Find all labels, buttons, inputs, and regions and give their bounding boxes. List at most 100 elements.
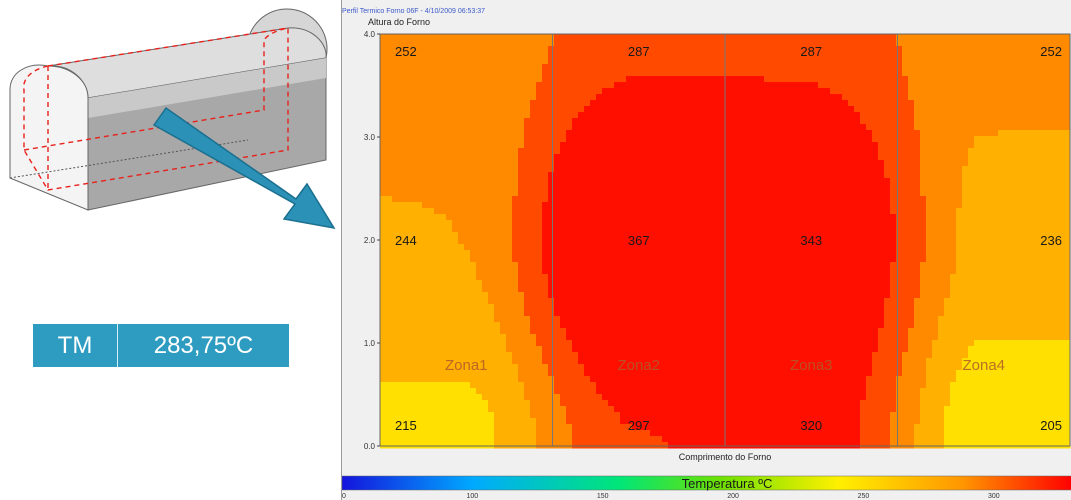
heatmap-cell bbox=[482, 328, 489, 335]
heatmap-cell bbox=[554, 154, 561, 161]
heatmap-cell bbox=[656, 40, 663, 47]
heatmap-cell bbox=[542, 118, 549, 125]
heatmap-cell bbox=[788, 388, 795, 395]
heatmap-cell bbox=[398, 142, 405, 149]
heatmap-cell bbox=[794, 34, 801, 41]
heatmap-cell bbox=[794, 196, 801, 203]
heatmap-cell bbox=[686, 148, 693, 155]
heatmap-cell bbox=[662, 286, 669, 293]
heatmap-cell bbox=[404, 232, 411, 239]
heatmap-cell bbox=[440, 58, 447, 65]
heatmap-cell bbox=[800, 46, 807, 53]
heatmap-cell bbox=[794, 76, 801, 83]
heatmap-cell bbox=[650, 208, 657, 215]
heatmap-cell bbox=[494, 70, 501, 77]
heatmap-cell bbox=[650, 202, 657, 209]
heatmap-cell bbox=[518, 40, 525, 47]
heatmap-cell bbox=[392, 376, 399, 383]
heatmap-cell bbox=[578, 286, 585, 293]
heatmap-cell bbox=[512, 418, 519, 425]
heatmap-cell bbox=[548, 292, 555, 299]
heatmap-cell bbox=[452, 190, 459, 197]
heatmap-cell bbox=[746, 208, 753, 215]
heatmap-cell bbox=[506, 34, 513, 41]
heatmap-cell bbox=[686, 208, 693, 215]
heatmap-cell bbox=[446, 244, 453, 251]
heatmap-cell bbox=[440, 436, 447, 443]
heatmap-cell bbox=[434, 352, 441, 359]
heatmap-cell bbox=[524, 94, 531, 101]
heatmap-cell bbox=[782, 178, 789, 185]
heatmap-cell bbox=[668, 208, 675, 215]
heatmap-cell bbox=[740, 208, 747, 215]
heatmap-cell bbox=[590, 148, 597, 155]
heatmap-cell bbox=[758, 118, 765, 125]
heatmap-cell bbox=[578, 334, 585, 341]
heatmap-cell bbox=[758, 76, 765, 83]
heatmap-cell bbox=[446, 148, 453, 155]
heatmap-cell bbox=[644, 82, 651, 89]
heatmap-cell bbox=[698, 226, 705, 233]
heatmap-cell bbox=[536, 268, 543, 275]
heatmap-cell bbox=[596, 244, 603, 251]
heatmap-cell bbox=[560, 130, 567, 137]
heatmap-cell bbox=[668, 196, 675, 203]
heatmap-cell bbox=[536, 274, 543, 281]
heatmap-cell bbox=[764, 172, 771, 179]
heatmap-cell bbox=[680, 364, 687, 371]
heatmap-cell bbox=[734, 328, 741, 335]
heatmap-cell bbox=[764, 190, 771, 197]
heatmap-cell bbox=[542, 262, 549, 269]
heatmap-cell bbox=[662, 442, 669, 449]
heatmap-cell bbox=[554, 214, 561, 221]
heatmap-cell bbox=[644, 118, 651, 125]
heatmap-cell bbox=[644, 280, 651, 287]
heatmap-cell bbox=[632, 160, 639, 167]
heatmap-cell bbox=[524, 358, 531, 365]
heatmap-cell bbox=[524, 238, 531, 245]
heatmap-cell bbox=[590, 34, 597, 41]
heatmap-cell bbox=[422, 76, 429, 83]
heatmap-cell bbox=[530, 382, 537, 389]
heatmap-cell bbox=[704, 328, 711, 335]
heatmap-cell bbox=[650, 142, 657, 149]
heatmap-cell bbox=[620, 304, 627, 311]
heatmap-cell bbox=[620, 76, 627, 83]
heatmap-cell bbox=[380, 238, 387, 245]
heatmap-cell bbox=[620, 250, 627, 257]
heatmap-cell bbox=[758, 436, 765, 443]
heatmap-cell bbox=[638, 322, 645, 329]
heatmap-cell bbox=[782, 250, 789, 257]
heatmap-cell bbox=[548, 160, 555, 167]
heatmap-cell bbox=[530, 340, 537, 347]
heatmap-cell bbox=[680, 268, 687, 275]
heatmap-cell bbox=[734, 268, 741, 275]
heatmap-cell bbox=[476, 274, 483, 281]
heatmap-cell bbox=[434, 310, 441, 317]
heatmap-cell bbox=[752, 418, 759, 425]
heatmap-cell bbox=[536, 118, 543, 125]
heatmap-cell bbox=[482, 274, 489, 281]
heatmap-cell bbox=[794, 112, 801, 119]
heatmap-cell bbox=[518, 412, 525, 419]
heatmap-cell bbox=[482, 370, 489, 377]
heatmap-cell bbox=[404, 292, 411, 299]
heatmap-cell bbox=[470, 70, 477, 77]
heatmap-cell bbox=[434, 196, 441, 203]
heatmap-cell bbox=[608, 310, 615, 317]
heatmap-cell bbox=[440, 88, 447, 95]
heatmap-cell bbox=[620, 400, 627, 407]
heatmap-cell bbox=[752, 58, 759, 65]
heatmap-cell bbox=[704, 202, 711, 209]
heatmap-cell bbox=[500, 58, 507, 65]
heatmap-cell bbox=[398, 124, 405, 131]
heatmap-cell bbox=[668, 334, 675, 341]
heatmap-cell bbox=[482, 430, 489, 437]
heatmap-cell bbox=[530, 166, 537, 173]
heatmap-cell bbox=[776, 418, 783, 425]
heatmap-cell bbox=[806, 118, 813, 125]
heatmap-cell bbox=[800, 256, 807, 263]
heatmap-cell bbox=[578, 268, 585, 275]
heatmap-cell bbox=[404, 220, 411, 227]
heatmap-cell bbox=[416, 334, 423, 341]
